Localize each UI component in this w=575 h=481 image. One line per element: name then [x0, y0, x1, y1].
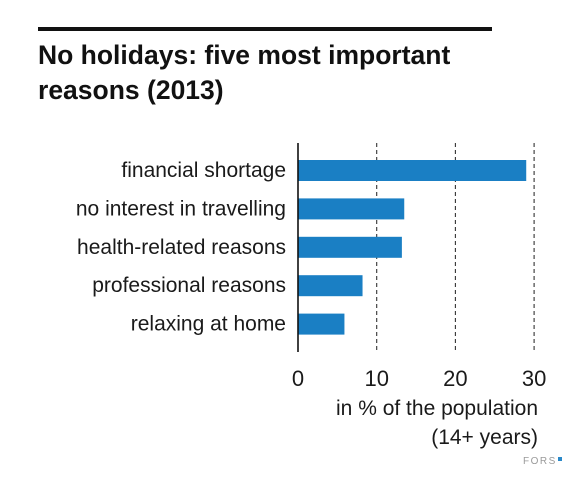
category-label: professional reasons: [92, 274, 286, 297]
x-tick-label: 10: [364, 366, 388, 391]
fors-logo-text: FORS: [523, 456, 557, 467]
x-tick-label: 30: [522, 366, 546, 391]
fors-logo: FORS: [523, 456, 562, 467]
category-label: financial shortage: [121, 159, 286, 182]
bars: [298, 160, 527, 335]
x-axis-title-line-2: (14+ years): [431, 426, 538, 449]
category-labels: financial shortage no interest in travell…: [76, 159, 286, 336]
x-tick-label: 20: [443, 366, 467, 391]
bar: [298, 160, 527, 181]
category-label: relaxing at home: [131, 313, 286, 336]
x-axis-title-line-1: in % of the population: [336, 397, 538, 420]
x-tick-label: 0: [292, 366, 304, 391]
bar: [298, 198, 405, 220]
bar: [298, 313, 345, 335]
title-rule: [38, 27, 492, 31]
category-label: health-related reasons: [77, 236, 286, 259]
chart-title-line-2: reasons (2013): [38, 75, 224, 105]
fors-logo-dot: [557, 457, 562, 461]
chart-title-line-1: No holidays: five most important: [38, 40, 451, 70]
bar: [298, 236, 402, 258]
category-label: no interest in travelling: [76, 197, 286, 220]
bar: [298, 275, 363, 297]
x-tick-labels: 0 10 20 30: [292, 366, 546, 391]
chart-title: No holidays: five most important reasons…: [38, 38, 508, 108]
